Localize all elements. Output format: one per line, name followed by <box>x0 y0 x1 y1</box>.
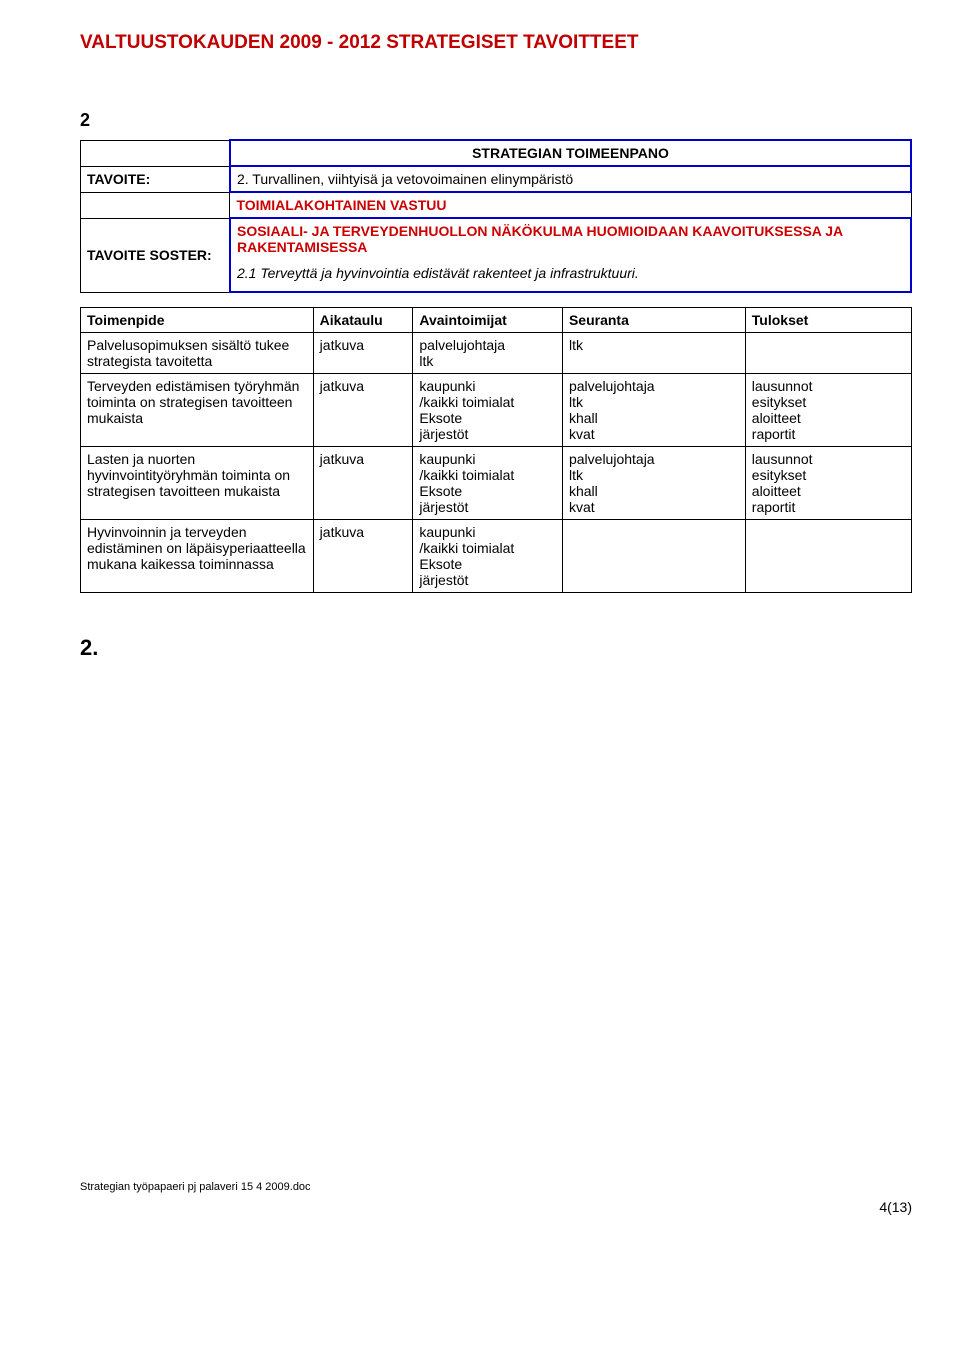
strategy-cell-4-2-line2: 2.1 Terveyttä ja hyvinvointia edistävät … <box>237 265 904 281</box>
strategy-cell-2-1: TAVOITE: <box>81 166 230 192</box>
cell-seur: palvelujohtaja ltk khall kvat <box>562 374 745 447</box>
strategy-cell-4-2: SOSIAALI- JA TERVEYDENHUOLLON NÄKÖKULMA … <box>230 218 911 292</box>
cell-aika: jatkuva <box>313 520 413 593</box>
strategy-cell-4-1: TAVOITE SOSTER: <box>81 218 230 292</box>
cell-toim: Lasten ja nuorten hyvinvointityöryhmän t… <box>81 447 314 520</box>
cell-tulok <box>745 333 911 374</box>
cell-aika: jatkuva <box>313 374 413 447</box>
footer: Strategian työpapaeri pj palaveri 15 4 2… <box>80 1181 912 1215</box>
th-avaintoimijat: Avaintoimijat <box>413 308 563 333</box>
footer-right-text: 4(13) <box>80 1199 912 1215</box>
strategy-cell-1-1 <box>81 140 230 166</box>
table-row: Terveyden edistämisen työryhmän toiminta… <box>81 374 912 447</box>
cell-avain: palvelujohtaja ltk <box>413 333 563 374</box>
strategy-cell-1-2: STRATEGIAN TOIMEENPANO <box>230 140 911 166</box>
th-toimenpide: Toimenpide <box>81 308 314 333</box>
toimenpide-body: Palvelusopimuksen sisältö tukee strategi… <box>81 333 912 593</box>
strategy-cell-4-2-line1: SOSIAALI- JA TERVEYDENHUOLLON NÄKÖKULMA … <box>237 223 904 255</box>
th-seuranta: Seuranta <box>562 308 745 333</box>
strategy-header-table: STRATEGIAN TOIMEENPANO TAVOITE: 2. Turva… <box>80 139 912 293</box>
footer-left-text: Strategian työpapaeri pj palaveri 15 4 2… <box>80 1181 912 1193</box>
strategy-cell-3-1 <box>81 192 230 218</box>
table-row: Lasten ja nuorten hyvinvointityöryhmän t… <box>81 447 912 520</box>
table-row: Palvelusopimuksen sisältö tukee strategi… <box>81 333 912 374</box>
cell-avain: kaupunki /kaikki toimialat Eksote järjes… <box>413 447 563 520</box>
toimenpide-header-row: Toimenpide Aikataulu Avaintoimijat Seura… <box>81 308 912 333</box>
table-row: Hyvinvoinnin ja terveyden edistäminen on… <box>81 520 912 593</box>
cell-seur <box>562 520 745 593</box>
cell-seur: ltk <box>562 333 745 374</box>
th-tulokset: Tulokset <box>745 308 911 333</box>
cell-tulok: lausunnot esitykset aloitteet raportit <box>745 447 911 520</box>
toimenpide-table: Toimenpide Aikataulu Avaintoimijat Seura… <box>80 307 912 593</box>
th-aikataulu: Aikataulu <box>313 308 413 333</box>
cell-toim: Hyvinvoinnin ja terveyden edistäminen on… <box>81 520 314 593</box>
cell-tulok: lausunnot esitykset aloitteet raportit <box>745 374 911 447</box>
cell-avain: kaupunki /kaikki toimialat Eksote järjes… <box>413 520 563 593</box>
cell-toim: Terveyden edistämisen työryhmän toiminta… <box>81 374 314 447</box>
cell-seur: palvelujohtaja ltk khall kvat <box>562 447 745 520</box>
section-number-bottom: 2. <box>80 635 912 661</box>
cell-aika: jatkuva <box>313 447 413 520</box>
cell-toim: Palvelusopimuksen sisältö tukee strategi… <box>81 333 314 374</box>
section-number-top: 2 <box>80 110 912 131</box>
strategy-cell-2-2: 2. Turvallinen, viihtyisä ja vetovoimain… <box>230 166 911 192</box>
cell-aika: jatkuva <box>313 333 413 374</box>
cell-tulok <box>745 520 911 593</box>
cell-avain: kaupunki /kaikki toimialat Eksote järjes… <box>413 374 563 447</box>
strategy-cell-3-2: TOIMIALAKOHTAINEN VASTUU <box>230 192 911 218</box>
document-title: VALTUUSTOKAUDEN 2009 - 2012 STRATEGISET … <box>80 32 912 54</box>
